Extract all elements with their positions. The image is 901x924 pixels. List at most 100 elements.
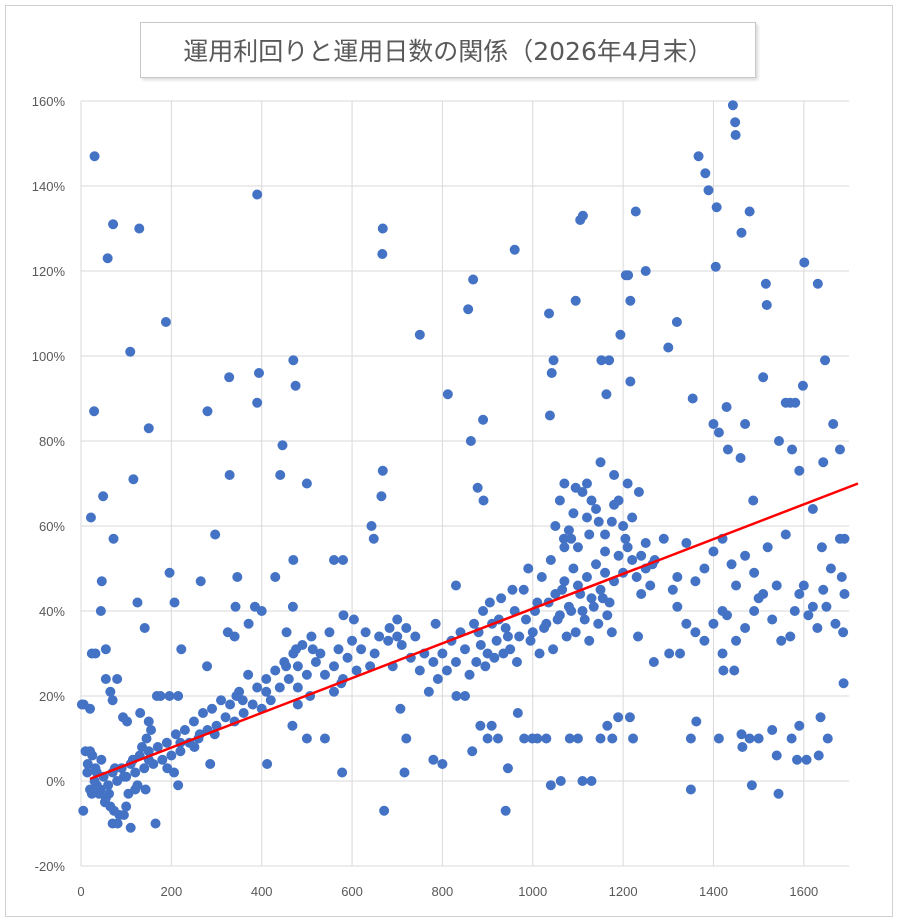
data-point [140,784,151,795]
data-point [834,444,845,455]
data-point [307,644,318,655]
data-point [613,495,624,506]
data-point [792,754,803,765]
data-point [188,716,199,727]
data-point [600,529,611,540]
data-point [369,648,380,659]
data-point [399,767,410,778]
data-point [498,648,509,659]
data-point [511,657,522,667]
data-point [690,627,701,638]
data-point [301,733,312,744]
data-point [146,725,157,735]
data-point [606,516,617,527]
data-point [523,563,534,574]
data-point [132,597,143,608]
data-point [721,402,732,412]
data-point [727,100,738,111]
x-tick-label: 600 [341,884,363,899]
data-point [121,801,132,812]
data-point [746,780,757,791]
data-point [220,712,231,723]
data-point [432,674,443,684]
data-point [468,274,479,285]
data-point [502,763,513,774]
data-point [822,733,833,744]
data-point [713,733,724,744]
data-point [640,538,651,548]
data-point [265,695,276,706]
data-point [518,584,529,595]
data-point [202,661,213,672]
data-point [681,538,692,548]
data-point [175,746,186,757]
data-point [789,606,800,616]
data-point [813,750,824,761]
data-point [136,742,147,752]
data-point [559,478,570,489]
data-point [253,368,264,378]
data-point [338,555,349,565]
data-point [274,682,285,693]
data-point [492,733,503,744]
data-point [828,419,839,429]
data-point [328,686,339,697]
data-point [95,606,106,616]
data-point [288,355,299,366]
data-point [197,708,208,718]
data-point [139,763,150,774]
data-point [379,805,390,816]
data-point [731,580,742,591]
data-point [713,427,724,438]
data-point [572,733,583,744]
data-point [818,584,829,595]
data-point [486,720,497,731]
data-point [202,406,213,417]
data-point [618,521,629,531]
data-point [699,635,710,646]
data-point [572,542,583,553]
data-point [838,627,849,638]
data-point [807,601,818,612]
data-point [224,372,235,383]
data-point [319,669,330,680]
data-point [288,648,299,659]
data-point [613,712,624,723]
data-point [478,495,489,506]
data-point [252,397,263,408]
x-tick-label: 1200 [609,884,638,899]
data-point [368,533,379,544]
data-point [631,572,642,582]
data-point [552,614,563,625]
data-point [736,227,747,238]
data-point [135,708,146,718]
data-point [76,699,87,710]
data-point [625,376,636,387]
data-point [839,589,850,599]
data-point [672,601,683,612]
data-point [762,542,773,553]
data-point [347,635,358,646]
data-point [118,771,129,782]
data-point [564,733,575,744]
data-point [708,419,719,429]
data-point [108,533,119,544]
data-point [107,818,118,829]
data-point [337,767,348,778]
data-point [620,533,631,544]
data-point [794,465,805,476]
data-point [607,733,618,744]
data-point [96,576,107,587]
x-tick-label: 1000 [518,884,547,899]
data-point [790,397,801,408]
data-point [711,202,722,213]
data-point [484,597,495,608]
data-point [559,542,570,553]
data-point [261,674,272,684]
data-point [630,206,641,217]
data-point [586,593,597,604]
data-point [160,317,171,327]
x-tick-label: 1600 [789,884,818,899]
data-point [328,555,339,565]
data-point [164,691,175,701]
